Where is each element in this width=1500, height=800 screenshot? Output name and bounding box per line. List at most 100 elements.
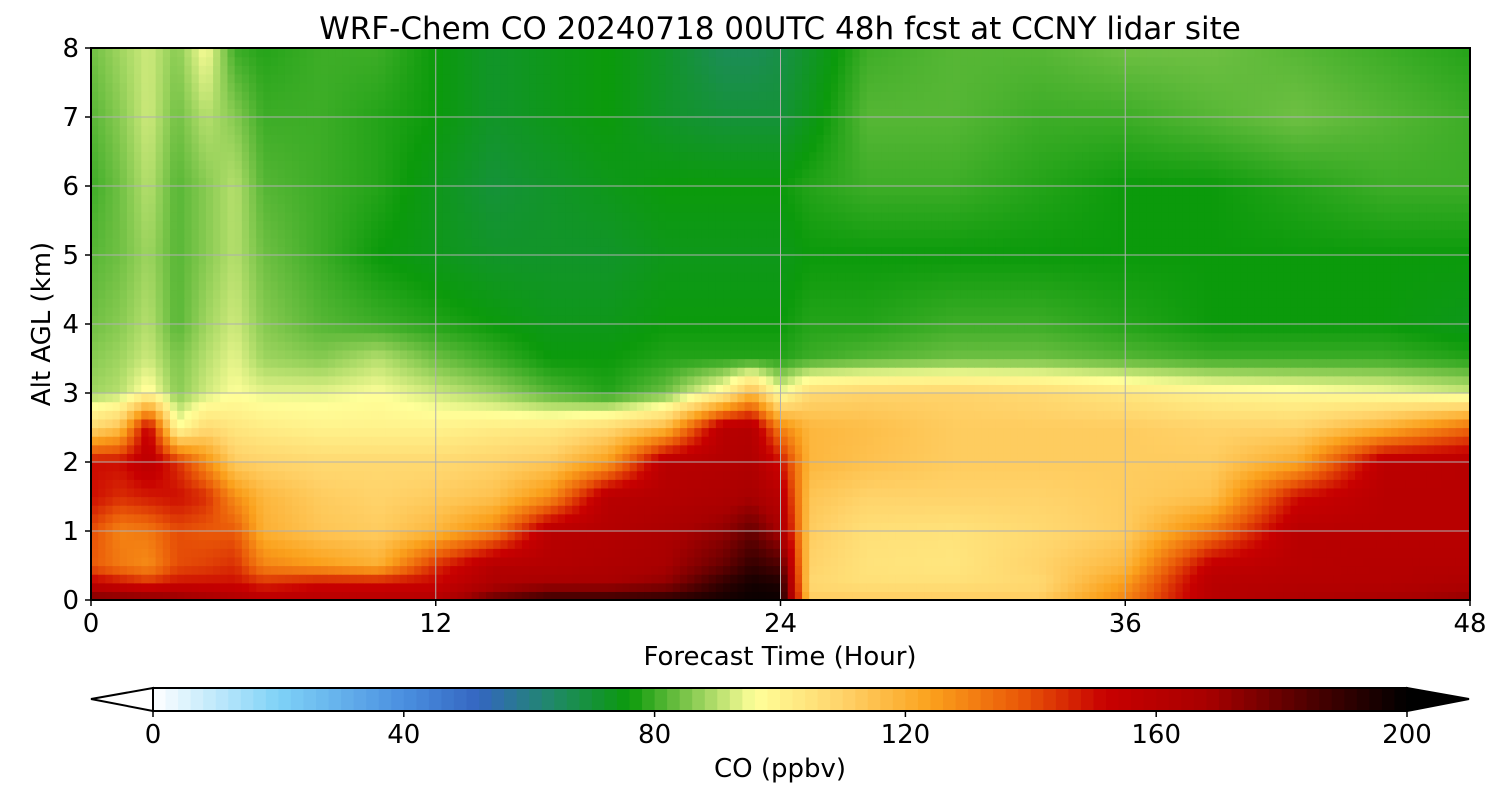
heatmap-cell bbox=[1419, 418, 1428, 429]
heatmap-cell bbox=[615, 496, 624, 506]
heatmap-cell bbox=[881, 496, 889, 506]
heatmap-cell bbox=[909, 548, 918, 558]
heatmap-cell bbox=[435, 436, 444, 446]
heatmap-cell bbox=[895, 401, 904, 411]
heatmap-cell bbox=[442, 505, 451, 515]
heatmap-cell bbox=[1074, 522, 1083, 532]
heatmap-cell bbox=[1225, 513, 1234, 523]
heatmap-cell bbox=[1003, 410, 1011, 420]
heatmap-cell bbox=[1448, 582, 1457, 592]
heatmap-cell bbox=[1132, 470, 1141, 480]
heatmap-cell bbox=[1125, 539, 1134, 549]
heatmap-cell bbox=[701, 479, 710, 489]
heatmap-cell bbox=[1182, 444, 1191, 454]
heatmap-cell bbox=[335, 453, 343, 463]
heatmap-cell bbox=[105, 453, 114, 463]
heatmap-cell bbox=[1254, 384, 1263, 394]
heatmap-cell bbox=[1390, 513, 1399, 523]
heatmap-cell bbox=[1074, 505, 1083, 515]
heatmap-cell bbox=[249, 418, 257, 429]
heatmap-cell bbox=[1204, 384, 1213, 394]
heatmap-cell bbox=[1118, 375, 1126, 385]
heatmap-cell bbox=[1132, 401, 1141, 411]
heatmap-cell bbox=[809, 505, 818, 515]
heatmap-cell bbox=[873, 496, 882, 506]
heatmap-cell bbox=[263, 436, 272, 446]
heatmap-cell bbox=[435, 556, 444, 567]
heatmap-cell bbox=[1304, 565, 1313, 575]
heatmap-cell bbox=[134, 556, 142, 567]
heatmap-cell bbox=[1462, 591, 1470, 600]
heatmap-cell bbox=[521, 418, 530, 429]
heatmap-cell bbox=[773, 556, 782, 567]
heatmap-cell bbox=[220, 513, 229, 523]
heatmap-cell bbox=[873, 556, 882, 567]
heatmap-cell bbox=[1039, 479, 1047, 489]
heatmap-cell bbox=[177, 436, 185, 446]
heatmap-cell bbox=[478, 375, 487, 385]
heatmap-cell bbox=[751, 470, 760, 480]
heatmap-cell bbox=[636, 565, 645, 575]
heatmap-cell bbox=[299, 444, 308, 454]
heatmap-cell bbox=[572, 505, 580, 515]
heatmap-cell bbox=[141, 548, 150, 558]
heatmap-cell bbox=[773, 513, 782, 523]
heatmap-cell bbox=[1031, 531, 1040, 541]
heatmap-cell bbox=[407, 427, 415, 437]
heatmap-cell bbox=[1082, 462, 1090, 472]
heatmap-cell bbox=[342, 470, 351, 480]
heatmap-cell bbox=[1347, 453, 1356, 463]
heatmap-cell bbox=[1268, 574, 1277, 584]
heatmap-cell bbox=[1031, 393, 1040, 403]
heatmap-cell bbox=[938, 418, 947, 429]
heatmap-cell bbox=[126, 487, 135, 498]
heatmap-cell bbox=[263, 470, 272, 480]
heatmap-cell bbox=[1240, 410, 1248, 420]
heatmap-cell bbox=[521, 522, 530, 532]
heatmap-cell bbox=[751, 393, 760, 403]
heatmap-cell bbox=[1383, 574, 1392, 584]
heatmap-cell bbox=[1053, 574, 1062, 584]
heatmap-cell bbox=[852, 418, 861, 429]
heatmap-cell bbox=[837, 410, 846, 420]
heatmap-cell bbox=[1175, 470, 1184, 480]
heatmap-cell bbox=[478, 393, 487, 403]
heatmap-cell bbox=[945, 470, 954, 480]
heatmap-cell bbox=[1383, 565, 1392, 575]
heatmap-cell bbox=[363, 522, 372, 532]
heatmap-cell bbox=[794, 393, 803, 403]
heatmap-cell bbox=[428, 496, 437, 506]
heatmap-cell bbox=[938, 556, 947, 567]
heatmap-cell bbox=[622, 591, 631, 600]
heatmap-cell bbox=[529, 418, 537, 429]
heatmap-cell bbox=[1311, 522, 1320, 532]
heatmap-cell bbox=[378, 505, 387, 515]
heatmap-cell bbox=[1053, 522, 1062, 532]
heatmap-cell bbox=[421, 496, 430, 506]
heatmap-cell bbox=[952, 462, 961, 472]
heatmap-cell bbox=[543, 410, 552, 420]
heatmap-cell bbox=[859, 556, 868, 567]
heatmap-cell bbox=[1405, 375, 1414, 385]
heatmap-cell bbox=[658, 582, 667, 592]
heatmap-cell bbox=[155, 418, 164, 429]
heatmap-cell bbox=[514, 531, 523, 541]
heatmap-cell bbox=[1125, 582, 1134, 592]
heatmap-cell bbox=[967, 574, 976, 584]
heatmap-cell bbox=[507, 582, 516, 592]
heatmap-cell bbox=[672, 479, 681, 489]
heatmap-cell bbox=[1297, 496, 1306, 506]
heatmap-cell bbox=[105, 565, 114, 575]
heatmap-cell bbox=[91, 470, 99, 480]
heatmap-cell bbox=[1161, 591, 1169, 600]
heatmap-cell bbox=[787, 582, 796, 592]
heatmap-cell bbox=[895, 574, 904, 584]
heatmap-cell bbox=[249, 582, 257, 592]
heatmap-cell bbox=[730, 574, 738, 584]
heatmap-cell bbox=[723, 582, 731, 592]
heatmap-cell bbox=[938, 496, 947, 506]
heatmap-cell bbox=[758, 436, 767, 446]
heatmap-cell bbox=[277, 410, 286, 420]
heatmap-cell bbox=[730, 401, 738, 411]
heatmap-cell bbox=[399, 410, 408, 420]
